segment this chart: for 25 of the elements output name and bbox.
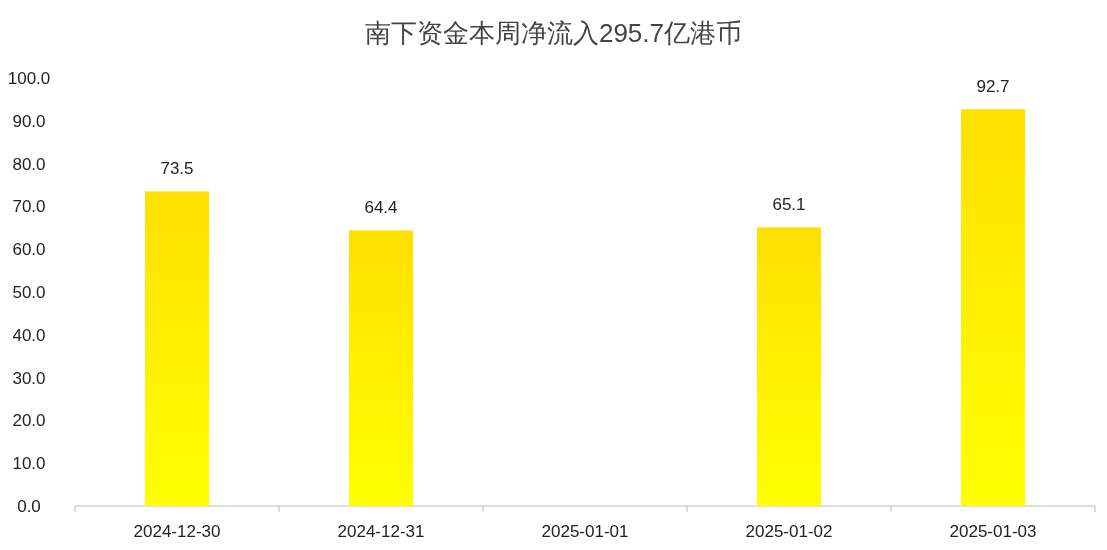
y-tick-label: 30.0 xyxy=(12,368,46,388)
y-tick-label: 50.0 xyxy=(12,283,46,302)
data-label: 64.4 xyxy=(364,198,398,218)
x-tick-label: 2025-01-03 xyxy=(949,522,1037,541)
y-tick-label: 0.0 xyxy=(17,497,41,516)
y-tick-label: 60.0 xyxy=(12,240,46,260)
x-tick-label: 2024-12-30 xyxy=(133,522,221,541)
x-tick-label: 2025-01-01 xyxy=(541,522,629,541)
y-tick-label: 10.0 xyxy=(12,454,46,474)
chart-title: 南下资金本周净流入295.7亿港币 xyxy=(364,18,743,48)
bar xyxy=(145,191,209,506)
y-tick-label: 80.0 xyxy=(12,154,46,174)
data-label: 65.1 xyxy=(772,195,806,215)
y-tick-label: 90.0 xyxy=(12,111,46,131)
x-tick-label: 2024-12-31 xyxy=(337,522,425,541)
bar xyxy=(349,230,413,506)
x-tick-label: 2025-01-02 xyxy=(745,522,833,541)
y-tick-label: 70.0 xyxy=(12,197,46,217)
bar xyxy=(757,227,821,506)
bar xyxy=(961,109,1025,506)
data-label: 73.5 xyxy=(160,159,194,179)
y-tick-label: 40.0 xyxy=(12,325,46,345)
data-label: 92.7 xyxy=(976,77,1010,97)
y-tick-label: 20.0 xyxy=(12,411,46,431)
y-tick-label: 100.0 xyxy=(7,69,51,88)
